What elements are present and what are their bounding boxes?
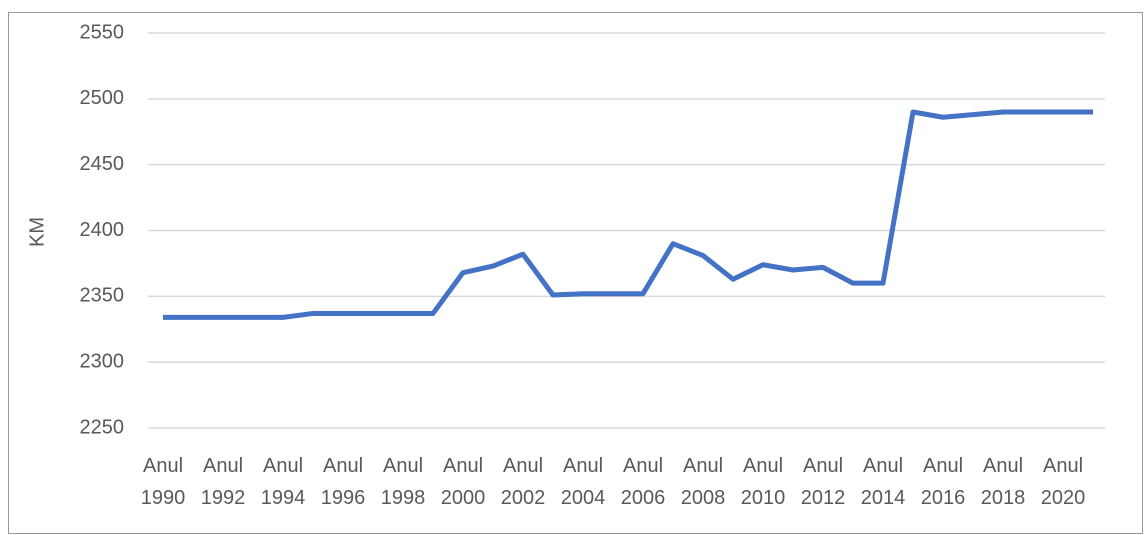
x-tick-label: Anul 2000 (440, 455, 486, 509)
x-tick-label: Anul 1992 (200, 455, 246, 509)
x-tick-label: Anul 1994 (260, 455, 306, 509)
x-tick-label: Anul 2018 (980, 455, 1026, 509)
x-tick-label: Anul 2020 (1040, 455, 1086, 509)
x-tick-label: Anul 1998 (380, 455, 426, 509)
x-tick-label: Anul 2008 (680, 455, 726, 509)
data-line (163, 109, 1093, 320)
x-tick-label: Anul 1990 (140, 455, 186, 509)
x-tick-label: Anul 2014 (860, 455, 906, 509)
y-tick-label: 2450 (80, 153, 125, 175)
x-tick-label: Anul 2002 (500, 455, 546, 509)
x-tick-label: Anul 2010 (740, 455, 786, 509)
y-tick-label: 2300 (80, 350, 125, 372)
y-tick-label: 2400 (80, 219, 125, 241)
y-tick-label: 2250 (80, 416, 125, 438)
x-tick-label: Anul 1996 (320, 455, 366, 509)
y-tick-label: 2550 (80, 21, 125, 43)
y-axis-label: KM (26, 217, 48, 247)
x-tick-label: Anul 2016 (920, 455, 966, 509)
y-tick-label: 2350 (80, 285, 125, 307)
chart-frame (8, 12, 1143, 534)
y-tick-label: 2500 (80, 87, 125, 109)
x-tick-label: Anul 2006 (620, 455, 666, 509)
x-tick-label: Anul 2012 (800, 455, 846, 509)
x-tick-label: Anul 2004 (560, 455, 606, 509)
